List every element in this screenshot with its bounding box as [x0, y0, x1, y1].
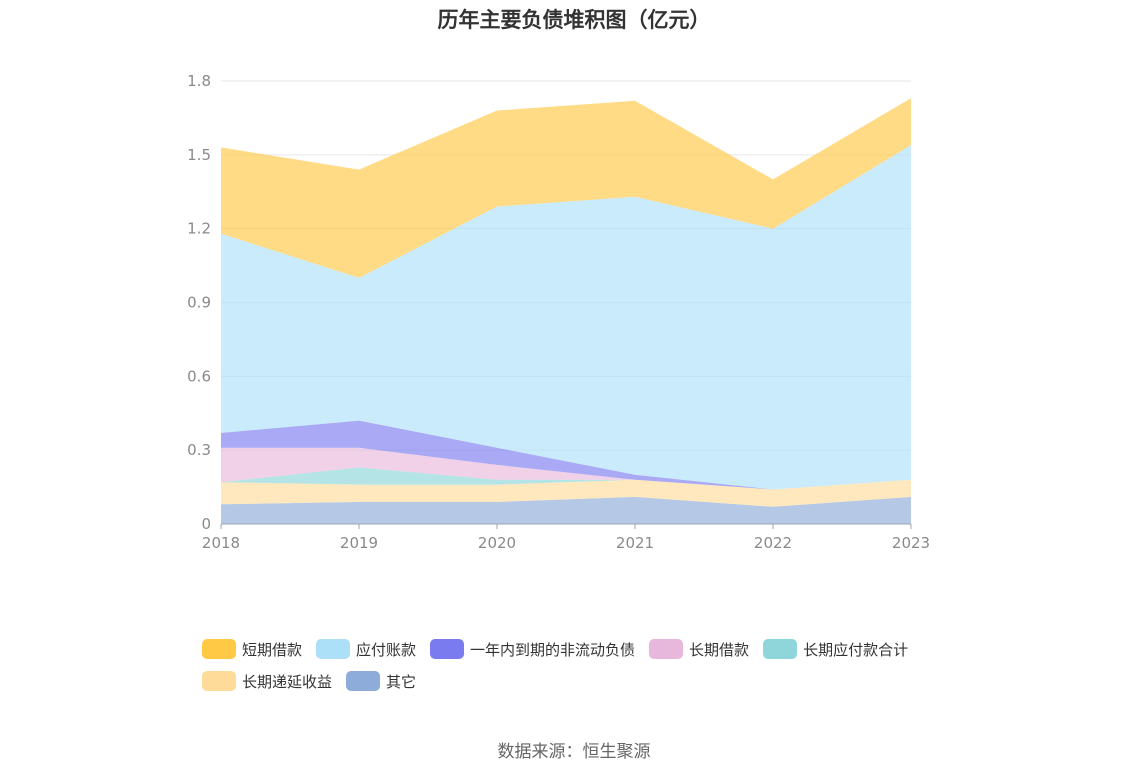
area-0 [221, 496, 911, 524]
area-2 [221, 467, 911, 490]
chart-title: 历年主要负债堆积图（亿元） [437, 8, 711, 32]
legend-item[interactable]: 长期应付款合计 [763, 638, 908, 660]
legend-item[interactable]: 短期借款 [202, 638, 302, 660]
legend-swatch [316, 639, 351, 659]
legend-item[interactable]: 一年内到期的非流动负债 [430, 638, 635, 660]
y-tick-label: 0 [201, 515, 211, 533]
legend-swatch [763, 639, 798, 659]
axes: 0 0.3 0.6 0.9 1.2 1.5 1.8 2018 2019 2020 2021 2022 2… [187, 72, 930, 552]
x-tick-label: 2019 [340, 534, 378, 552]
x-tick-label: 2021 [616, 534, 654, 552]
y-tick-label: 0.6 [187, 367, 211, 385]
legend-label: 应付账款 [356, 640, 417, 659]
legend-label: 长期借款 [689, 640, 750, 659]
legend-swatch [649, 639, 684, 659]
area-4 [221, 420, 911, 490]
legend-label: 长期递延收益 [242, 672, 333, 691]
legend-swatch [430, 639, 465, 659]
x-tick-label: 2022 [754, 534, 792, 552]
legend-swatch [202, 639, 236, 659]
area-5 [221, 145, 911, 490]
area-3 [221, 447, 911, 490]
source-note: 数据来源：恒生聚源 [497, 742, 651, 762]
y-tick-label: 0.9 [187, 294, 211, 312]
y-tick-label: 1.5 [187, 146, 211, 164]
y-tick-label: 1.2 [187, 220, 211, 238]
legend-item[interactable]: 长期递延收益 [202, 670, 332, 692]
x-tick-label: 2018 [202, 534, 240, 552]
legend-label: 一年内到期的非流动负债 [470, 640, 636, 659]
legend-swatch [202, 671, 236, 691]
legend-label: 其它 [386, 672, 417, 691]
x-tick-label: 2020 [478, 534, 516, 552]
legend-item[interactable]: 应付账款 [316, 638, 416, 660]
area-6 [221, 98, 911, 278]
legend: 短期借款 应付账款 一年内到期的非流动负债 长期借款 长期应付款合计长期递延收益 其它 [202, 638, 982, 692]
y-tick-label: 0.3 [187, 441, 211, 459]
legend-item[interactable]: 其它 [346, 670, 416, 692]
legend-label: 长期应付款合计 [803, 640, 909, 659]
legend-item[interactable]: 长期借款 [649, 638, 749, 660]
legend-swatch [346, 671, 381, 691]
legend-label: 短期借款 [242, 640, 303, 659]
y-tick-label: 1.8 [187, 72, 211, 90]
area-1 [221, 479, 911, 507]
stacked-area-chart: 0 0.3 0.6 0.9 1.2 1.5 1.8 2018 2019 2020 2021 2022 2… [187, 72, 930, 552]
x-tick-label: 2023 [892, 534, 930, 552]
area-series [221, 98, 911, 524]
